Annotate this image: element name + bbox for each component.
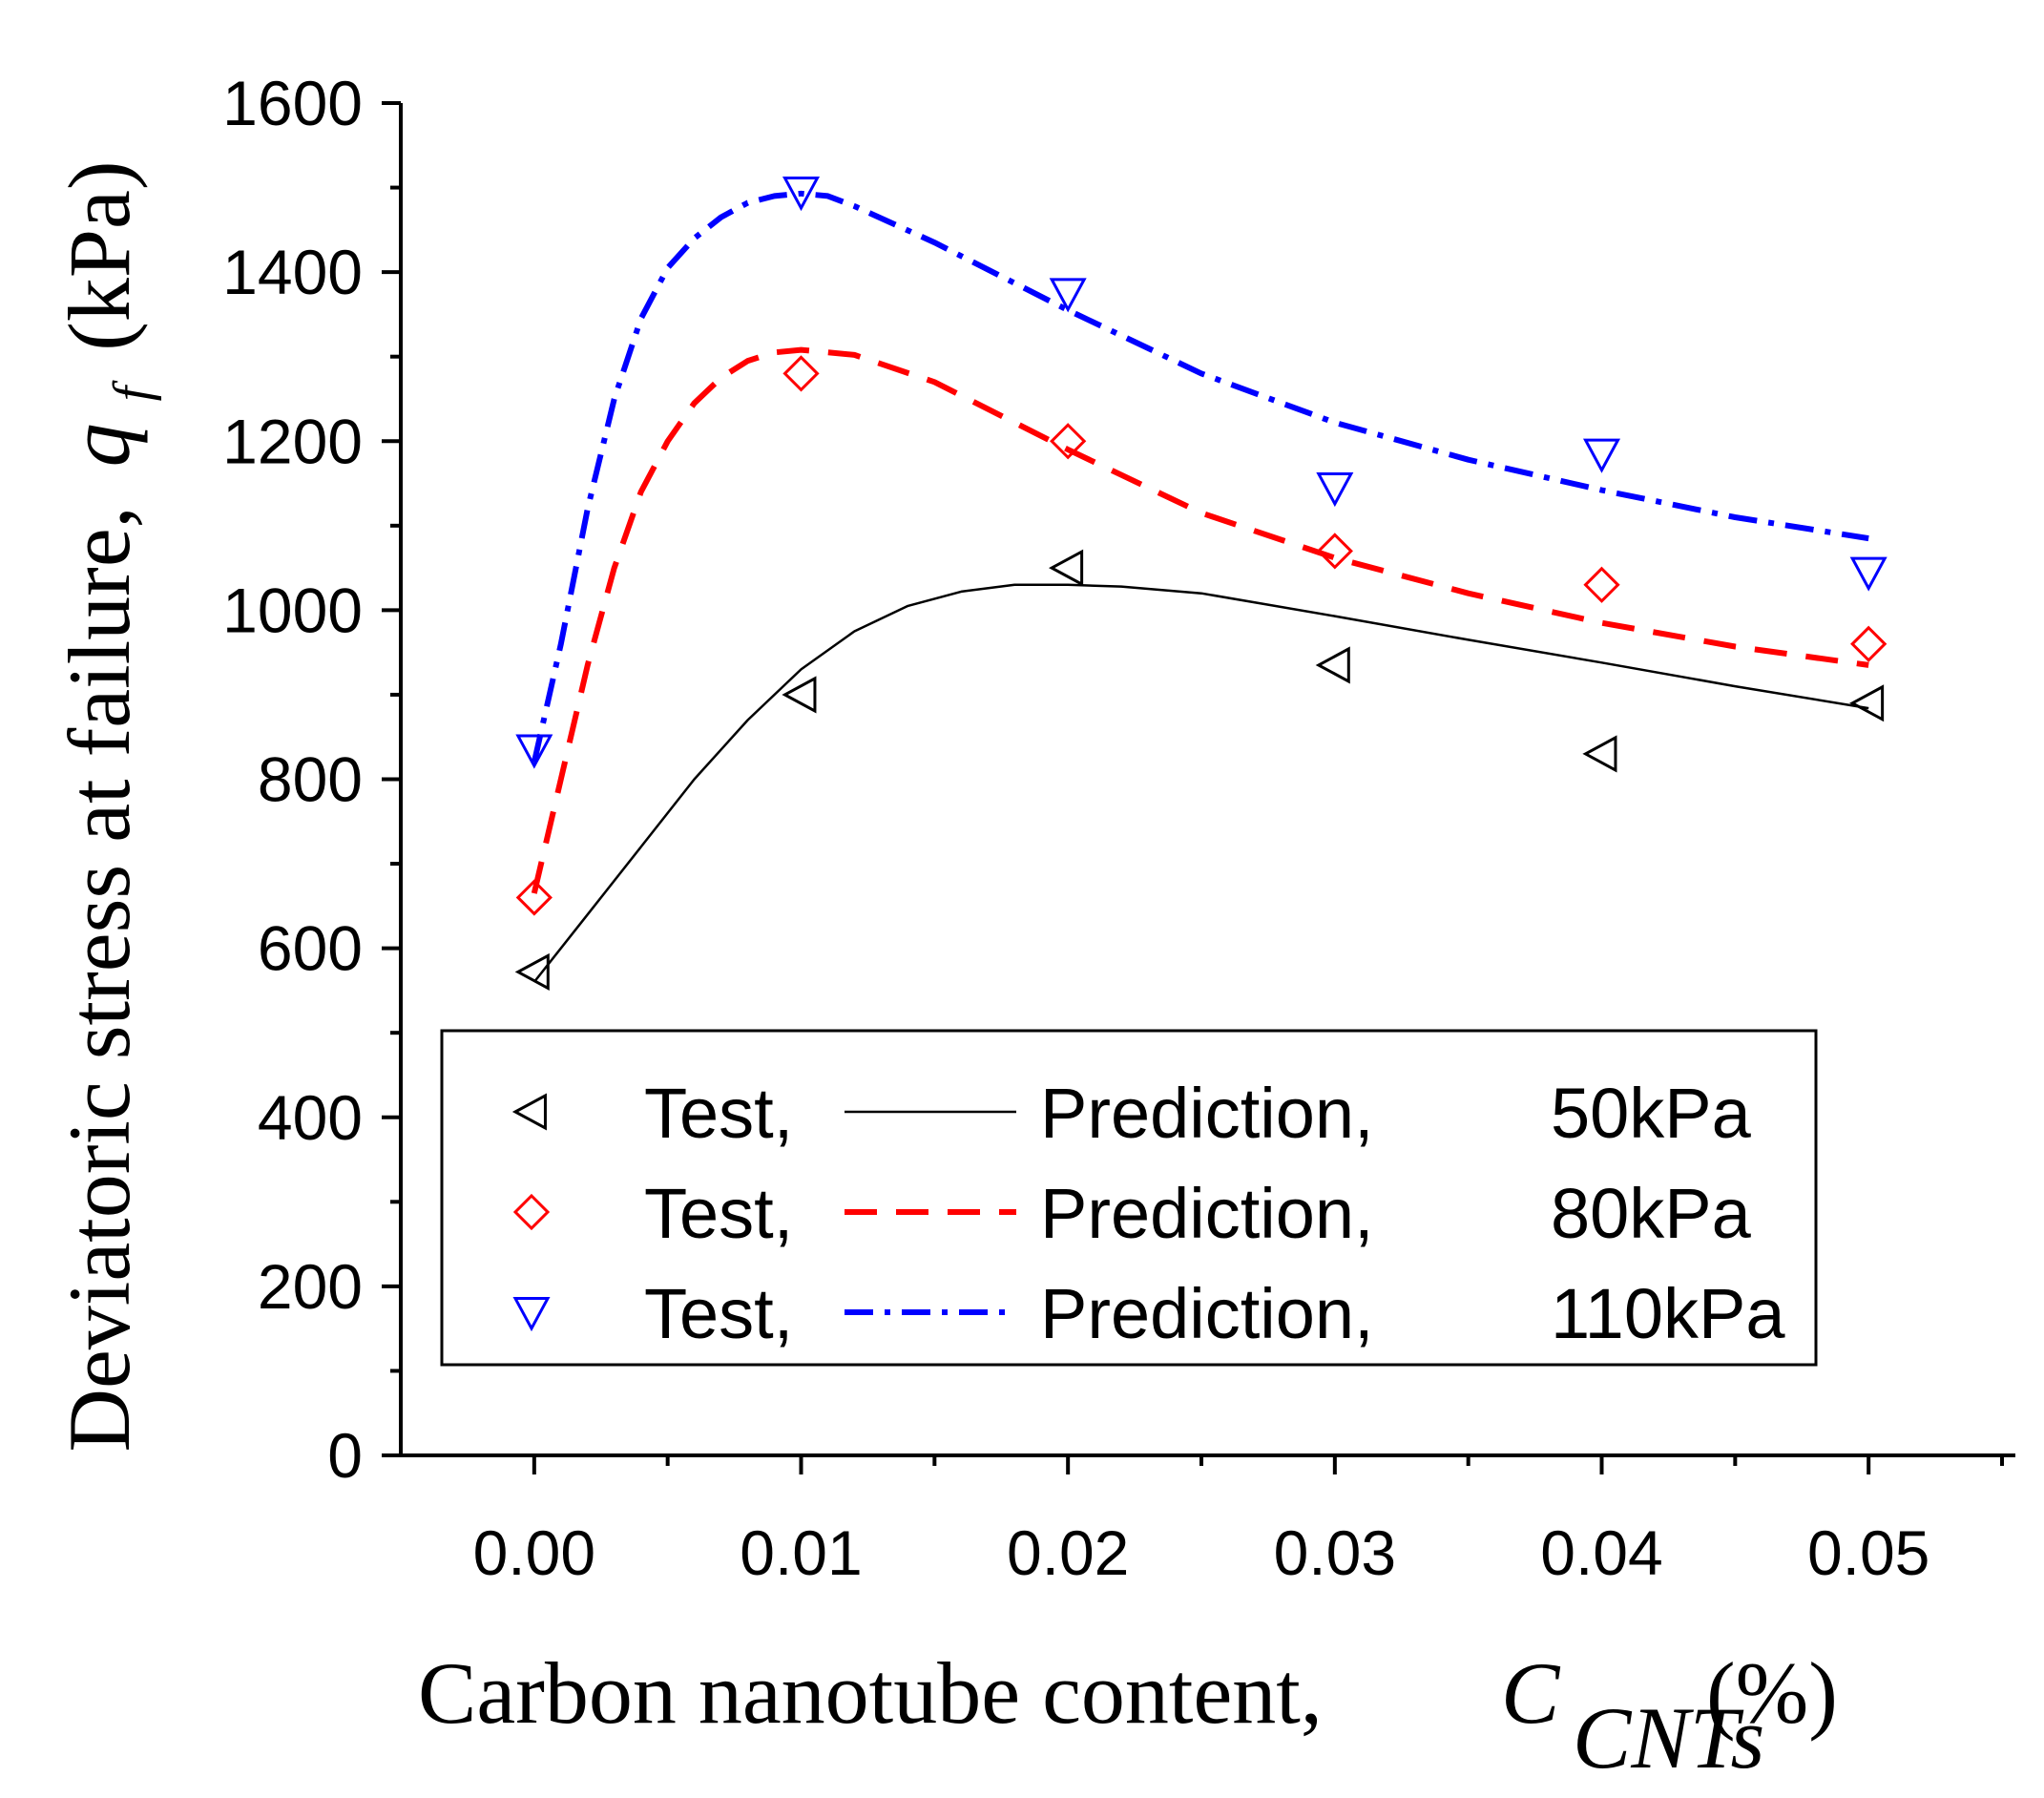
test-point-80kPa (1583, 566, 1620, 603)
legend-box (440, 1029, 1818, 1367)
y-tick-label: 0 (327, 1420, 363, 1491)
y-tick-label: 800 (258, 744, 363, 815)
y-axis-subscript: f (103, 379, 162, 401)
x-axis-symbol: C (1501, 1644, 1561, 1742)
test-point-110kPa (1849, 556, 1888, 592)
test-point-80kPa (1850, 625, 1888, 662)
y-axis-title-text: Deviatoric stress at failure, (51, 506, 148, 1452)
y-tick-label: 400 (258, 1082, 363, 1153)
test-point-110kPa (782, 177, 821, 212)
legend-series-name: 50kPa (1551, 1074, 1752, 1153)
x-axis-title-text: Carbon nanotube content, (418, 1644, 1323, 1742)
test-point-110kPa (1049, 278, 1087, 313)
legend-test-label: Test, (644, 1074, 793, 1153)
prediction-line-50kPa (532, 583, 1869, 983)
x-axis-title: Carbon nanotube content, (418, 1644, 1323, 1742)
test-point-80kPa (1316, 533, 1353, 570)
x-tick-label: 0.05 (1807, 1517, 1929, 1588)
legend-prediction-label: Prediction, (1040, 1074, 1374, 1153)
test-point-50kPa (1049, 549, 1084, 587)
x-tick-label: 0.03 (1274, 1517, 1396, 1588)
legend-prediction-label: Prediction, (1040, 1274, 1374, 1353)
x-tick-label: 0.02 (1007, 1517, 1129, 1588)
x-tick-label: 0.04 (1540, 1517, 1662, 1588)
prediction-curves (531, 190, 1869, 983)
x-axis-subscript: CNTs (1573, 1689, 1764, 1787)
test-point-50kPa (1315, 646, 1350, 684)
y-axis-symbol: q (51, 423, 148, 467)
legend: Test, Prediction, 50kPa Test, Prediction, 80k… (440, 1029, 1818, 1367)
test-point-50kPa (782, 676, 817, 714)
legend-marker-50kPa (511, 1093, 547, 1131)
legend-test-label: Test, (644, 1174, 793, 1253)
prediction-line-80kPa (531, 346, 1869, 894)
legend-test-label: Test, (644, 1274, 793, 1353)
y-tick-label: 1000 (222, 575, 363, 645)
legend-prediction-label: Prediction, (1040, 1174, 1374, 1253)
test-point-50kPa (1849, 684, 1885, 722)
legend-series-name: 110kPa (1551, 1274, 1785, 1353)
ticks: 0 200 400 600 800 1000 1200 1400 1600 0.00 0.01 0.0… (222, 68, 2005, 1588)
legend-marker-80kPa (512, 1193, 551, 1231)
test-markers (514, 177, 1888, 991)
test-point-110kPa (1316, 472, 1354, 508)
y-axis-unit: (kPa) (51, 161, 148, 351)
y-tick-label: 600 (258, 913, 363, 984)
y-tick-label: 1400 (222, 237, 363, 307)
prediction-line-110kPa (531, 190, 1869, 763)
x-tick-label: 0.01 (740, 1517, 862, 1588)
test-point-80kPa (782, 355, 820, 392)
x-axis-unit: (%) (1706, 1644, 1838, 1742)
legend-marker-110kPa (512, 1297, 551, 1332)
test-point-50kPa (1582, 735, 1617, 773)
test-point-80kPa (1050, 423, 1087, 460)
y-tick-label: 1200 (222, 406, 363, 476)
x-tick-label: 0.00 (473, 1517, 595, 1588)
test-point-110kPa (515, 734, 553, 769)
test-point-80kPa (515, 879, 553, 916)
legend-series-name: 80kPa (1551, 1174, 1752, 1253)
test-point-50kPa (514, 952, 550, 991)
y-axis-title: Deviatoric stress at failure, q f (kPa) (51, 161, 169, 1453)
y-tick-label: 1600 (222, 68, 363, 138)
y-tick-label: 200 (258, 1251, 363, 1322)
test-point-110kPa (1582, 438, 1621, 473)
